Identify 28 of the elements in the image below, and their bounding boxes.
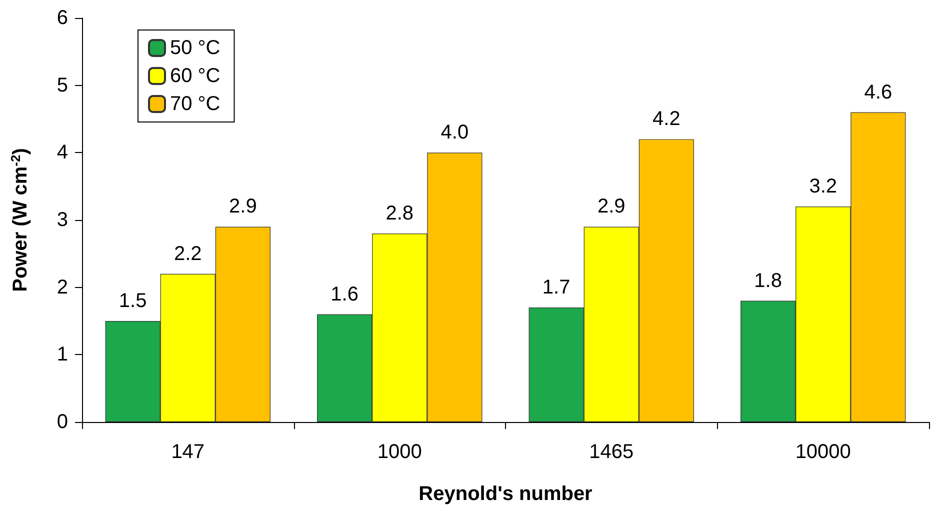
data-label: 2.9 — [597, 196, 626, 218]
data-label: 4.0 — [440, 122, 469, 144]
x-tick-label: 1465 — [589, 441, 634, 463]
y-tick-label: 6 — [56, 7, 68, 29]
x-tick-label: 1000 — [377, 441, 422, 463]
legend-label: 70 °C — [170, 93, 220, 115]
data-label: 1.8 — [754, 270, 782, 292]
y-axis-title: Power (W cm-2) — [8, 148, 32, 292]
x-tick-label: 147 — [171, 441, 205, 463]
data-label: 1.6 — [330, 283, 358, 306]
legend-label: 60 °C — [170, 65, 220, 87]
y-tick-label: 0 — [56, 411, 68, 433]
data-label: 1.5 — [118, 290, 147, 312]
data-label: 4.2 — [652, 108, 680, 130]
data-label: 4.6 — [864, 81, 892, 104]
x-tick-label: 10000 — [795, 441, 851, 463]
y-tick-label: 1 — [56, 344, 68, 366]
data-label: 2.8 — [386, 202, 414, 224]
data-label: 3.2 — [809, 176, 838, 198]
data-label: 2.2 — [174, 242, 202, 265]
y-tick-label: 4 — [56, 142, 68, 164]
y-tick-label: 5 — [56, 74, 68, 96]
legend-label: 50 °C — [170, 37, 220, 59]
x-axis-title: Reynold's number — [418, 483, 593, 505]
y-tick-label: 3 — [56, 209, 68, 231]
data-label: 2.9 — [229, 196, 257, 218]
y-tick-label: 2 — [56, 276, 68, 298]
data-label: 1.7 — [542, 276, 570, 299]
